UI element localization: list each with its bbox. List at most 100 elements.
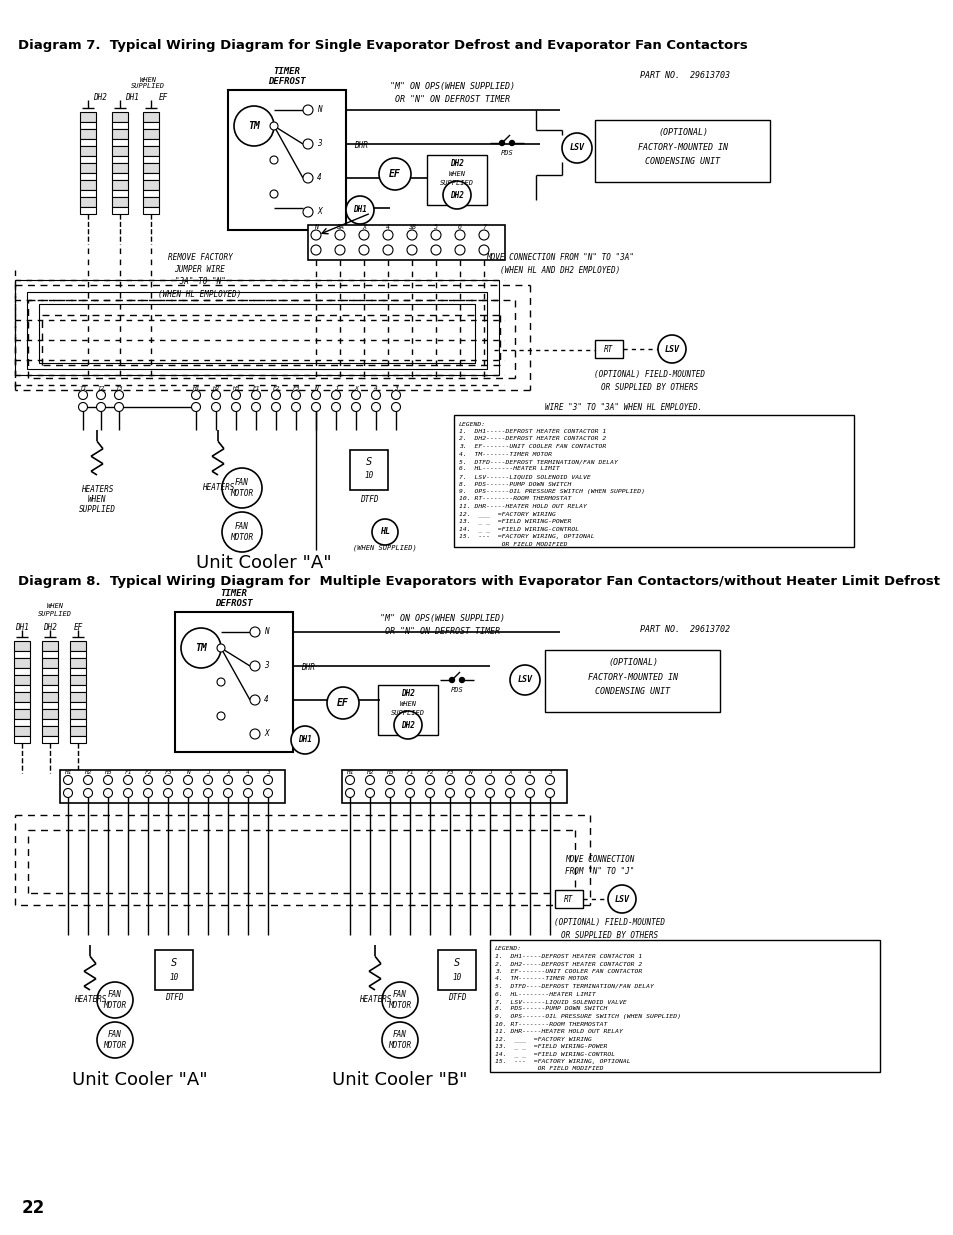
- Text: 10: 10: [170, 972, 178, 982]
- Circle shape: [311, 230, 320, 240]
- Circle shape: [64, 776, 72, 784]
- Bar: [112, 140, 128, 146]
- Circle shape: [658, 335, 685, 363]
- Text: (WHEN HL AND DH2 EMPLOYED): (WHEN HL AND DH2 EMPLOYED): [499, 266, 619, 274]
- Circle shape: [183, 788, 193, 798]
- Bar: [42, 692, 58, 701]
- Circle shape: [425, 776, 434, 784]
- Text: 14.  _ _  =FIELD WIRING-CONTROL: 14. _ _ =FIELD WIRING-CONTROL: [495, 1051, 615, 1057]
- Circle shape: [445, 788, 454, 798]
- Text: DTFD: DTFD: [165, 993, 183, 1003]
- Text: F3: F3: [446, 769, 454, 774]
- Bar: [14, 736, 30, 743]
- Circle shape: [303, 105, 313, 115]
- Text: N: N: [314, 385, 317, 390]
- Text: 3B: 3B: [408, 224, 416, 230]
- Circle shape: [331, 390, 340, 399]
- Text: OR FIELD MODIFIED: OR FIELD MODIFIED: [495, 1067, 603, 1072]
- Text: Unit Cooler "A": Unit Cooler "A": [72, 1071, 208, 1089]
- Text: RT: RT: [604, 345, 613, 353]
- Bar: [14, 719, 30, 726]
- Bar: [80, 122, 96, 128]
- Circle shape: [485, 788, 494, 798]
- Bar: [341, 769, 566, 803]
- Circle shape: [143, 776, 152, 784]
- Text: 22: 22: [22, 1199, 45, 1216]
- Bar: [14, 685, 30, 692]
- Circle shape: [292, 390, 300, 399]
- Circle shape: [78, 390, 88, 399]
- Text: N: N: [186, 769, 190, 774]
- Text: 9.  OPS------OIL PRESSURE SWITCH (WHEN SUPPLIED): 9. OPS------OIL PRESSURE SWITCH (WHEN SU…: [458, 489, 644, 494]
- Bar: [39, 304, 475, 363]
- Bar: [14, 726, 30, 736]
- Circle shape: [371, 403, 380, 411]
- Text: JUMPER WIRE: JUMPER WIRE: [174, 266, 225, 274]
- Bar: [143, 146, 159, 156]
- Circle shape: [250, 729, 260, 739]
- Text: N: N: [264, 627, 269, 636]
- Text: "M" ON OPS(WHEN SUPPLIED): "M" ON OPS(WHEN SUPPLIED): [379, 615, 504, 624]
- Bar: [427, 156, 486, 205]
- Bar: [70, 709, 86, 719]
- Text: DH2: DH2: [43, 622, 57, 631]
- Bar: [555, 890, 582, 908]
- Text: FAN
MOTOR: FAN MOTOR: [388, 990, 411, 1010]
- Bar: [14, 709, 30, 719]
- Text: EF: EF: [336, 698, 349, 708]
- Circle shape: [431, 245, 440, 254]
- Circle shape: [232, 403, 240, 411]
- Circle shape: [183, 776, 193, 784]
- Bar: [174, 613, 293, 752]
- Bar: [490, 940, 879, 1072]
- Text: 3: 3: [266, 769, 270, 774]
- Text: LEGEND:: LEGEND:: [458, 421, 486, 426]
- Bar: [70, 701, 86, 709]
- Text: RT: RT: [564, 894, 573, 904]
- Circle shape: [84, 776, 92, 784]
- Bar: [112, 112, 128, 122]
- Text: Diagram 7.  Typical Wiring Diagram for Single Evaporator Defrost and Evaporator : Diagram 7. Typical Wiring Diagram for Si…: [18, 40, 747, 53]
- Text: T3: T3: [115, 385, 123, 390]
- Circle shape: [114, 403, 123, 411]
- Bar: [112, 173, 128, 180]
- Text: 3: 3: [548, 769, 551, 774]
- Text: WIRE "3" TO "3A" WHEN HL EMPLOYED.: WIRE "3" TO "3A" WHEN HL EMPLOYED.: [544, 404, 701, 412]
- Circle shape: [163, 776, 172, 784]
- Circle shape: [292, 403, 300, 411]
- Circle shape: [382, 245, 393, 254]
- Bar: [80, 198, 96, 207]
- Circle shape: [263, 788, 273, 798]
- Bar: [437, 950, 476, 990]
- Text: DHR: DHR: [301, 662, 314, 672]
- Circle shape: [378, 158, 411, 190]
- Circle shape: [216, 713, 225, 720]
- Circle shape: [123, 776, 132, 784]
- Circle shape: [203, 788, 213, 798]
- Bar: [154, 950, 193, 990]
- Text: F2: F2: [272, 385, 279, 390]
- Circle shape: [545, 776, 554, 784]
- Text: HEATERS: HEATERS: [73, 995, 106, 1004]
- Text: TIMER: TIMER: [220, 589, 247, 598]
- Text: DH2: DH2: [450, 159, 463, 168]
- Bar: [143, 112, 159, 122]
- Text: PDS: PDS: [500, 149, 513, 156]
- Circle shape: [212, 403, 220, 411]
- Text: F1: F1: [252, 385, 259, 390]
- Text: H2: H2: [84, 769, 91, 774]
- Text: 6: 6: [457, 224, 461, 230]
- Circle shape: [64, 788, 72, 798]
- Text: 3.  EF-------UNIT COOLER FAN CONTACTOR: 3. EF-------UNIT COOLER FAN CONTACTOR: [495, 969, 641, 974]
- Text: 13.  _ _  =FIELD WIRING-POWER: 13. _ _ =FIELD WIRING-POWER: [458, 519, 571, 525]
- Circle shape: [509, 141, 514, 146]
- Text: OR SUPPLIED BY OTHERS: OR SUPPLIED BY OTHERS: [561, 930, 658, 940]
- Text: 2.  DH2-----DEFROST HEATER CONTACTOR 2: 2. DH2-----DEFROST HEATER CONTACTOR 2: [458, 436, 605, 441]
- Circle shape: [351, 390, 360, 399]
- Bar: [80, 128, 96, 140]
- Circle shape: [459, 678, 464, 683]
- Text: S: S: [171, 958, 177, 968]
- Text: DTFD: DTFD: [359, 495, 377, 505]
- Bar: [42, 685, 58, 692]
- Text: J: J: [488, 769, 492, 774]
